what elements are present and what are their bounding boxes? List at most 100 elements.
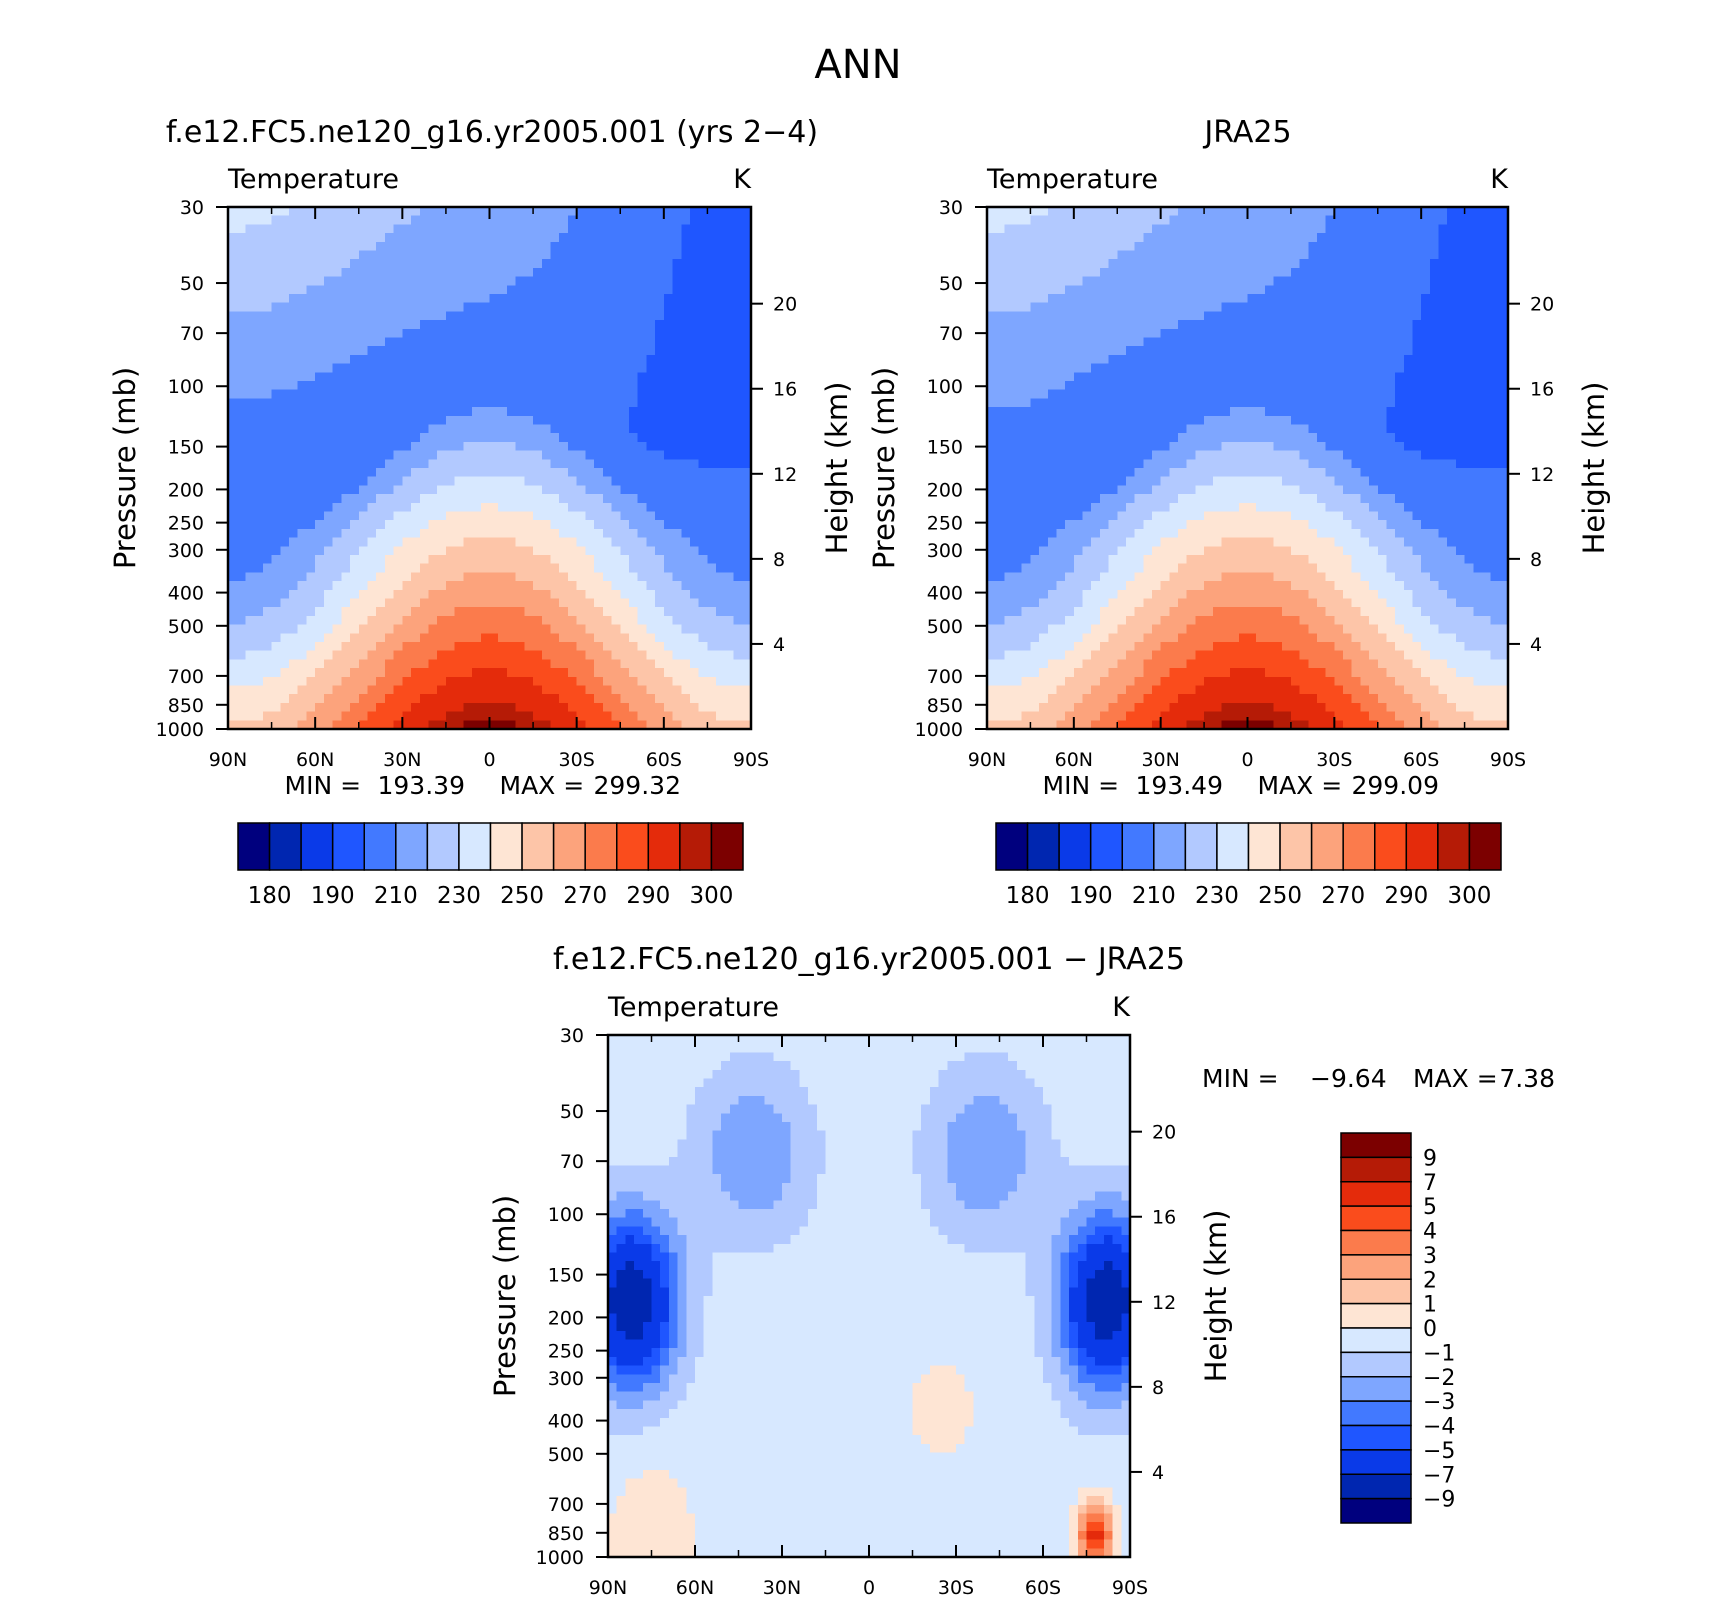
colorbar-box — [489, 822, 523, 871]
contour-cell — [559, 694, 569, 704]
contour-cell — [1117, 615, 1127, 626]
contour-cell — [689, 659, 700, 669]
contour-cell — [524, 267, 534, 278]
contour-cell — [297, 207, 308, 217]
contour-cell — [254, 659, 264, 669]
contour-cell — [1065, 450, 1075, 460]
contour-cell — [1151, 267, 1162, 278]
contour-cell — [1039, 294, 1049, 304]
contour-cell — [262, 267, 273, 278]
contour-cell — [1117, 668, 1127, 678]
contour-cell — [402, 485, 412, 495]
contour-cell — [1160, 215, 1170, 225]
contour-cell — [515, 320, 525, 330]
contour-cell — [515, 633, 525, 643]
contour-cell — [533, 433, 543, 443]
contour-cell — [393, 494, 403, 504]
contour-cell — [995, 207, 1005, 217]
contour-cell — [271, 485, 281, 495]
contour-cell — [1143, 650, 1153, 660]
contour-cell — [419, 528, 430, 539]
contour-cell — [1108, 511, 1118, 521]
contour-cell — [472, 537, 482, 547]
contour-cell — [1108, 563, 1118, 573]
contour-cell — [1169, 450, 1179, 460]
contour-cell — [463, 563, 473, 573]
contour-cell — [602, 589, 613, 600]
contour-cell — [742, 311, 752, 321]
contour-cell — [393, 320, 403, 330]
contour-cell — [672, 398, 682, 408]
contour-cell — [533, 415, 543, 426]
contour-cell — [567, 328, 578, 339]
contour-cell — [681, 468, 691, 478]
contour-cell — [428, 389, 438, 399]
contour-cell — [297, 294, 308, 304]
contour-cell — [472, 285, 482, 295]
contour-cell — [1117, 424, 1127, 434]
contour-cell — [698, 241, 709, 252]
contour-cell — [306, 563, 316, 573]
contour-cell — [1160, 459, 1170, 469]
contour-cell — [376, 346, 386, 356]
contour-cell — [1039, 511, 1049, 521]
contour-cell — [472, 633, 482, 643]
contour-cell — [567, 555, 578, 565]
contour-cell — [663, 259, 674, 269]
contour-cell — [1099, 581, 1110, 591]
contour-cell — [515, 433, 525, 443]
contour-cell — [1151, 485, 1162, 495]
contour-cell — [1134, 528, 1144, 539]
contour-cell — [672, 389, 682, 399]
contour-cell — [620, 615, 630, 626]
contour-cell — [393, 546, 403, 556]
contour-cell — [445, 320, 456, 330]
contour-cell — [1099, 476, 1110, 486]
contour-cell — [384, 381, 395, 391]
contour-cell — [567, 502, 578, 513]
contour-cell — [289, 294, 299, 304]
contour-cell — [428, 433, 438, 443]
contour-cell — [393, 415, 403, 426]
contour-cell — [716, 494, 726, 504]
contour-cell — [228, 233, 238, 243]
contour-cell — [716, 581, 726, 591]
contour-cell — [515, 624, 525, 634]
contour-cell — [411, 494, 421, 504]
contour-cell — [254, 581, 264, 591]
contour-cell — [716, 502, 726, 513]
contour-cell — [550, 372, 560, 382]
contour-cell — [655, 424, 665, 434]
contour-cell — [323, 624, 334, 634]
contour-cell — [228, 520, 238, 530]
contour-cell — [1082, 624, 1092, 634]
contour-cell — [1099, 372, 1110, 382]
contour-cell — [437, 389, 447, 399]
contour-cell — [524, 372, 534, 382]
contour-cell — [646, 433, 656, 443]
contour-cell — [1056, 476, 1066, 486]
contour-cell — [733, 702, 743, 713]
contour-cell — [594, 372, 604, 382]
contour-cell — [411, 685, 421, 695]
contour-cell — [550, 555, 560, 565]
contour-cell — [594, 711, 604, 721]
contour-cell — [576, 259, 586, 269]
contour-cell — [716, 563, 726, 573]
colorbar-box — [300, 822, 334, 871]
contour-cell — [585, 528, 595, 539]
contour-cell — [628, 485, 639, 495]
contour-cell — [384, 285, 395, 295]
contour-cell — [506, 302, 517, 312]
contour-cell — [411, 276, 421, 286]
contour-cell — [742, 494, 752, 504]
contour-cell — [323, 407, 334, 417]
contour-cell — [332, 398, 342, 408]
contour-cell — [742, 520, 752, 530]
contour-cell — [1021, 441, 1032, 452]
contour-cell — [428, 302, 438, 312]
contour-cell — [411, 433, 421, 443]
contour-cell — [437, 476, 447, 486]
contour-cell — [419, 285, 430, 295]
contour-cell — [480, 563, 491, 573]
